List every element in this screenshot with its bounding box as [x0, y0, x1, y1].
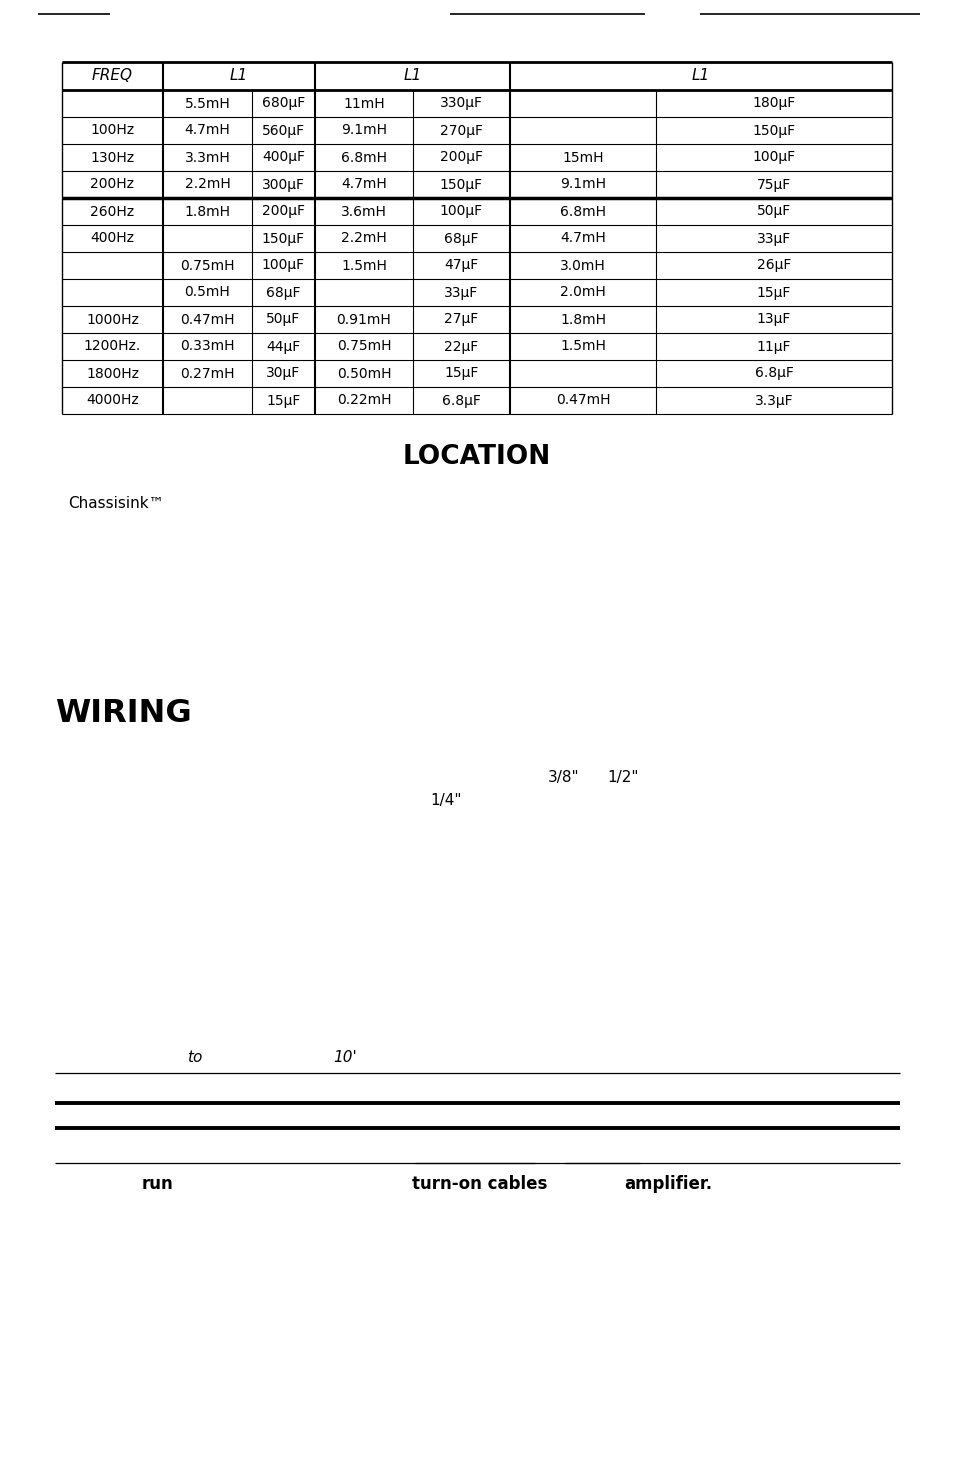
Text: to: to	[187, 1050, 202, 1065]
Text: 0.5mH: 0.5mH	[185, 286, 230, 299]
Text: WIRING: WIRING	[55, 697, 192, 730]
Text: 3.3mH: 3.3mH	[185, 151, 230, 164]
Text: 560μF: 560μF	[262, 123, 305, 138]
Text: 200μF: 200μF	[439, 151, 482, 164]
Text: 22μF: 22μF	[444, 340, 478, 353]
Text: turn-on cables: turn-on cables	[412, 1175, 547, 1193]
Text: 3/8": 3/8"	[547, 771, 579, 785]
Text: L1: L1	[403, 69, 421, 84]
Text: 15μF: 15μF	[444, 366, 478, 381]
Text: 6.8mH: 6.8mH	[340, 151, 387, 164]
Text: 5.5mH: 5.5mH	[185, 97, 230, 110]
Text: 50μF: 50μF	[756, 205, 790, 218]
Text: 1200Hz.: 1200Hz.	[84, 340, 141, 353]
Text: 0.47mH: 0.47mH	[556, 394, 610, 407]
Text: 47μF: 47μF	[444, 258, 478, 272]
Text: 0.47mH: 0.47mH	[180, 312, 234, 327]
Text: 9.1mH: 9.1mH	[559, 177, 605, 192]
Text: 33μF: 33μF	[756, 231, 790, 246]
Text: 1.8mH: 1.8mH	[559, 312, 605, 327]
Text: 15μF: 15μF	[266, 394, 300, 407]
Text: 1/2": 1/2"	[606, 771, 638, 785]
Text: 100μF: 100μF	[439, 205, 482, 218]
Text: 0.75mH: 0.75mH	[180, 258, 234, 272]
Text: 150μF: 150μF	[752, 123, 795, 138]
Text: 150μF: 150μF	[262, 231, 305, 246]
Text: 260Hz: 260Hz	[91, 205, 134, 218]
Text: 3.0mH: 3.0mH	[559, 258, 605, 272]
Text: 33μF: 33μF	[444, 286, 478, 299]
Text: 330μF: 330μF	[439, 97, 482, 110]
Text: 15μF: 15μF	[756, 286, 790, 299]
Text: 6.8μF: 6.8μF	[754, 366, 793, 381]
Text: 100μF: 100μF	[262, 258, 305, 272]
Text: 9.1mH: 9.1mH	[340, 123, 387, 138]
Text: 1.8mH: 1.8mH	[184, 205, 231, 218]
Text: 6.8μF: 6.8μF	[441, 394, 480, 407]
Text: 2.0mH: 2.0mH	[559, 286, 605, 299]
Text: 0.91mH: 0.91mH	[336, 312, 391, 327]
Text: 4.7mH: 4.7mH	[185, 123, 230, 138]
Text: L1: L1	[691, 69, 709, 84]
Text: 26μF: 26μF	[756, 258, 790, 272]
Text: 3.3μF: 3.3μF	[754, 394, 793, 407]
Text: 1/4": 1/4"	[430, 793, 461, 809]
Text: 0.50mH: 0.50mH	[336, 366, 391, 381]
Text: 400Hz: 400Hz	[91, 231, 134, 246]
Text: 4.7mH: 4.7mH	[559, 231, 605, 246]
Text: 200Hz: 200Hz	[91, 177, 134, 192]
Text: 1.5mH: 1.5mH	[341, 258, 387, 272]
Text: 400μF: 400μF	[262, 151, 305, 164]
Text: 11mH: 11mH	[343, 97, 384, 110]
Text: 68μF: 68μF	[266, 286, 300, 299]
Text: 4000Hz: 4000Hz	[86, 394, 139, 407]
Text: 0.33mH: 0.33mH	[180, 340, 234, 353]
Text: amplifier.: amplifier.	[623, 1175, 711, 1193]
Text: 1800Hz: 1800Hz	[86, 366, 139, 381]
Text: 300μF: 300μF	[262, 177, 305, 192]
Text: 200μF: 200μF	[262, 205, 305, 218]
Text: FREQ: FREQ	[91, 69, 132, 84]
Text: 44μF: 44μF	[266, 340, 300, 353]
Text: 130Hz: 130Hz	[91, 151, 134, 164]
Text: 10': 10'	[333, 1050, 356, 1065]
Text: run: run	[142, 1175, 173, 1193]
Text: 4.7mH: 4.7mH	[341, 177, 387, 192]
Text: 13μF: 13μF	[756, 312, 790, 327]
Text: 50μF: 50μF	[266, 312, 300, 327]
Text: LOCATION: LOCATION	[402, 444, 551, 470]
Text: 1000Hz: 1000Hz	[86, 312, 139, 327]
Text: 2.2mH: 2.2mH	[185, 177, 230, 192]
Text: 0.22mH: 0.22mH	[336, 394, 391, 407]
Text: 15mH: 15mH	[561, 151, 603, 164]
Text: 30μF: 30μF	[266, 366, 300, 381]
Text: 11μF: 11μF	[756, 340, 790, 353]
Text: 150μF: 150μF	[439, 177, 482, 192]
Text: L1: L1	[230, 69, 248, 84]
Text: 680μF: 680μF	[262, 97, 305, 110]
Text: 6.8mH: 6.8mH	[559, 205, 605, 218]
Text: 180μF: 180μF	[752, 97, 795, 110]
Text: 270μF: 270μF	[439, 123, 482, 138]
Text: 0.27mH: 0.27mH	[180, 366, 234, 381]
Text: 2.2mH: 2.2mH	[341, 231, 387, 246]
Text: Chassisink™: Chassisink™	[68, 497, 164, 511]
Text: 27μF: 27μF	[444, 312, 478, 327]
Text: 0.75mH: 0.75mH	[336, 340, 391, 353]
Text: 3.6mH: 3.6mH	[341, 205, 387, 218]
Text: 1.5mH: 1.5mH	[559, 340, 605, 353]
Text: 100Hz: 100Hz	[91, 123, 134, 138]
Text: 68μF: 68μF	[444, 231, 478, 246]
Text: 75μF: 75μF	[756, 177, 790, 192]
Text: 100μF: 100μF	[752, 151, 795, 164]
